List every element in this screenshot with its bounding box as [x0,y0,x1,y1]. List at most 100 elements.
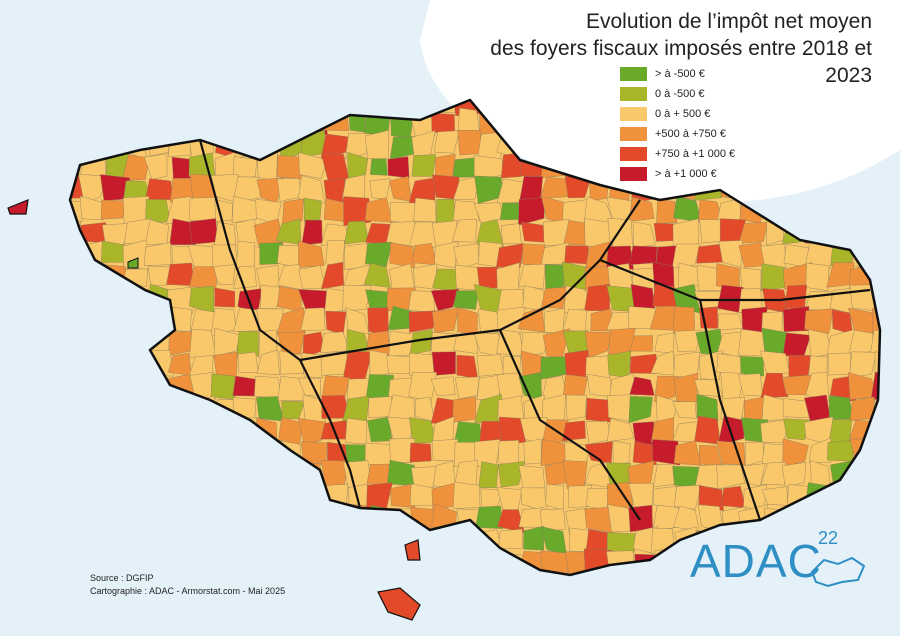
commune-cell [411,154,437,177]
legend-item: > à +1 000 € [620,164,735,184]
commune-cell [298,418,327,446]
legend-label: > à +1 000 € [655,168,717,180]
commune-cell [673,351,701,378]
adac-logo: ADAC 22 [690,528,870,588]
legend-item: +750 à +1 000 € [620,144,735,164]
commune-cell [628,396,653,424]
commune-cell [520,332,548,358]
commune-cell [541,286,567,309]
commune-cell [632,221,656,248]
commune-cell [320,133,350,160]
commune-cell [498,528,523,550]
commune-cell [344,417,367,445]
title-line-1: Evolution de l’impôt net moyen [586,10,872,33]
commune-cell [501,223,522,245]
commune-cell [698,485,724,511]
legend-swatch [620,147,647,161]
commune-cell [629,335,653,352]
commune-cell [388,438,416,464]
commune-cell [674,329,702,352]
commune-cell [656,198,678,225]
commune-cell [695,463,724,490]
commune-cell [828,395,854,420]
commune-cell [496,372,523,401]
legend-swatch [620,127,647,141]
commune-cell [584,283,611,311]
commune-cell [827,440,854,462]
commune-cell [408,372,438,402]
commune-cell [496,243,524,268]
source-text: Source : DGFIP [90,573,154,583]
commune-cell [782,438,809,468]
commune-cell [808,437,832,464]
commune-cell [231,196,262,224]
commune-cell [430,289,460,311]
commune-cell [518,465,545,489]
credits: Source : DGFIP Cartographie : ADAC - Arm… [90,572,285,598]
commune-cell [253,218,284,246]
commune-cell [433,461,456,488]
commune-cell [673,484,702,510]
commune-cell [276,307,306,336]
commune-cell [345,132,371,160]
commune-cell [144,178,174,203]
island-ouessant [7,199,29,215]
commune-cell [413,197,437,223]
commune-cell [629,376,655,396]
commune-cell [433,130,460,154]
commune-cell [432,268,459,293]
legend: > à -500 € 0 à -500 € 0 à + 500 € +500 à… [620,64,735,184]
commune-cell [804,308,834,334]
commune-cell [431,307,459,334]
commune-cell [409,442,432,463]
commune-cell [256,349,280,376]
commune-cell [699,350,723,381]
commune-cell [189,218,218,245]
legend-label: > à -500 € [655,68,705,80]
commune-cell [740,267,762,291]
commune-cell [760,461,786,486]
commune-cell [606,532,636,554]
commune-cell [457,129,482,156]
commune-cell [718,240,744,268]
commune-cell [607,350,632,379]
commune-cell [522,285,545,312]
legend-swatch [620,107,647,121]
commune-cell [100,199,130,220]
commune-cell [717,313,744,331]
commune-cell [672,243,701,269]
commune-cell [544,307,565,334]
commune-cell [586,373,612,397]
commune-cell [236,241,256,271]
commune-cell [475,505,504,529]
commune-cell [344,220,369,245]
commune-cell [344,243,368,270]
commune-cell [478,461,499,488]
commune-cell [452,157,478,178]
legend-swatch [620,87,647,101]
commune-cell [364,262,391,288]
commune-cell [673,306,696,334]
commune-cell [518,263,546,289]
commune-cell [237,351,259,373]
legend-item: 0 à -500 € [620,84,735,104]
commune-cell [389,242,415,269]
map-title: Evolution de l’impôt net moyen des foyer… [452,8,872,89]
commune-cell [612,440,631,466]
commune-cell [342,284,372,312]
commune-cell [564,245,589,265]
island-groix [404,539,421,561]
commune-cell [694,415,721,445]
commune-cell [476,354,505,377]
legend-swatch [620,67,647,81]
commune-cell [523,526,545,551]
commune-cell [805,262,830,291]
commune-cell [699,219,724,244]
commune-cell [365,241,393,267]
title-line-2: des foyers fiscaux imposés entre 2018 et… [490,37,872,87]
commune-cell [869,330,880,356]
commune-cell [452,200,480,222]
commune-cell [78,174,107,205]
commune-cell [783,418,811,440]
commune-cell [282,198,304,226]
